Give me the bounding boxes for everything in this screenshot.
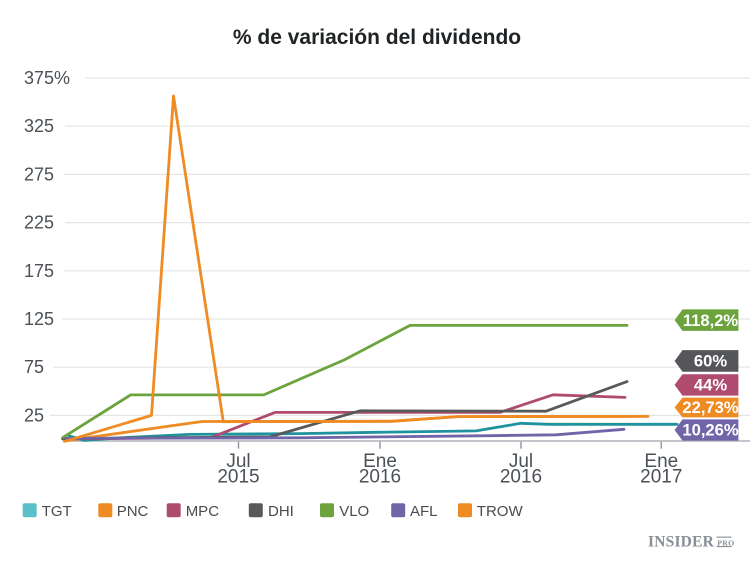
svg-text:PNC: PNC <box>117 503 149 520</box>
svg-text:275: 275 <box>24 164 54 184</box>
svg-text:118,2%: 118,2% <box>683 311 739 330</box>
svg-text:2017: 2017 <box>640 467 682 488</box>
svg-text:60%: 60% <box>694 352 727 371</box>
svg-text:2016: 2016 <box>500 467 542 488</box>
svg-text:VLO: VLO <box>339 503 369 520</box>
svg-text:2015: 2015 <box>217 467 259 488</box>
svg-text:25: 25 <box>24 405 44 425</box>
svg-text:44%: 44% <box>694 376 727 395</box>
svg-text:Jul: Jul <box>226 451 250 472</box>
svg-text:2016: 2016 <box>359 467 401 488</box>
svg-text:DHI: DHI <box>268 503 294 520</box>
svg-text:325: 325 <box>24 116 54 136</box>
svg-text:Jul: Jul <box>509 451 533 472</box>
svg-text:Ene: Ene <box>363 451 397 472</box>
svg-text:TROW: TROW <box>477 503 524 520</box>
svg-text:22,73%: 22,73% <box>682 398 739 417</box>
svg-text:375%: 375% <box>24 68 70 88</box>
svg-text:% de variación del dividendo: % de variación del dividendo <box>233 26 521 49</box>
svg-text:TGT: TGT <box>42 503 72 520</box>
svg-text:175: 175 <box>24 261 54 281</box>
svg-text:INSIDER: INSIDER <box>648 534 715 551</box>
svg-text:225: 225 <box>24 213 54 233</box>
svg-text:AFL: AFL <box>410 503 438 520</box>
svg-text:75: 75 <box>24 357 44 377</box>
svg-text:MPC: MPC <box>186 503 220 520</box>
svg-text:Ene: Ene <box>644 451 678 472</box>
svg-text:10,26%: 10,26% <box>682 421 739 440</box>
svg-text:PRO: PRO <box>717 538 734 547</box>
svg-text:125: 125 <box>24 309 54 329</box>
